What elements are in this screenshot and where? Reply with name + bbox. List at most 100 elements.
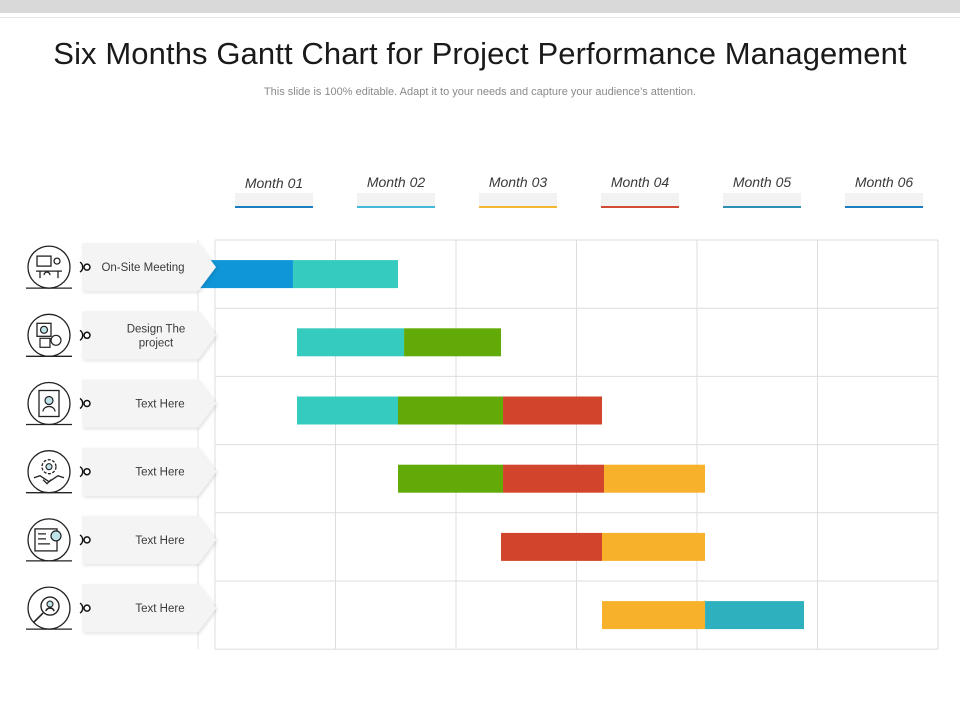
connector-arc [79, 466, 84, 478]
icon-part [36, 322, 52, 337]
gantt-bar-task1-seg1 [200, 260, 293, 289]
gantt-bar-task3-seg2 [398, 396, 504, 425]
connector-dot [83, 263, 91, 271]
task-row-6: Text Here [26, 584, 216, 633]
task-row-1: On-Site Meeting [26, 243, 216, 292]
gantt-bar-task4-seg2 [503, 464, 605, 493]
task-label-text: Text Here [135, 467, 184, 479]
connector-arc [79, 397, 84, 410]
month-underline-box [235, 193, 313, 207]
month-label-2: Month 02 [367, 174, 426, 190]
icon-circle [27, 450, 71, 494]
task-row-3: Text Here [26, 379, 216, 428]
icon-part [39, 337, 51, 348]
gantt-bar-task2-seg1 [297, 328, 405, 357]
icon-part [44, 395, 54, 406]
top-bar [0, 0, 960, 13]
month-underline-box [723, 193, 801, 207]
month-underline-4 [601, 206, 679, 208]
task-row-5: Text Here [26, 515, 216, 564]
task-label-text: Text Here [135, 535, 184, 547]
gantt-bar-task5-seg2 [602, 532, 706, 561]
task-label-line: project [139, 337, 174, 349]
month-label-5: Month 05 [733, 174, 792, 190]
gantt-bar-task2-seg2 [404, 328, 502, 357]
top-divider [0, 17, 960, 18]
presentation-meeting-icon [26, 245, 72, 289]
handshake-gear-icon [26, 450, 72, 494]
month-underline-1 [235, 206, 313, 208]
task-row-4: Text Here [26, 447, 216, 496]
month-underline-3 [479, 206, 557, 208]
month-label-4: Month 04 [611, 174, 670, 190]
grid [197, 239, 939, 650]
icon-part [46, 600, 54, 608]
id-card-icon [26, 381, 72, 426]
icon-part [33, 607, 55, 623]
month-label-1: Month 01 [245, 175, 303, 191]
page-subtitle: This slide is 100% editable. Adapt it to… [263, 86, 697, 98]
gantt-bar-task6-seg1 [602, 601, 706, 630]
connector-arc [79, 602, 84, 614]
icon-part [38, 389, 60, 418]
icon-part [39, 325, 49, 334]
connector-dot [83, 536, 91, 544]
task-label-text: On-Site Meeting [101, 262, 184, 274]
connector-arc [79, 534, 84, 546]
bars [200, 260, 805, 630]
connector-dot [83, 331, 91, 340]
gantt-bar-task3-seg1 [297, 396, 398, 425]
icon-part [36, 255, 52, 267]
connector-arc [79, 329, 84, 341]
task-label-line: Design The [127, 323, 186, 335]
connector-dot [83, 399, 91, 408]
task-label-text: Design The project [127, 323, 186, 349]
gantt-bar-task6-seg2 [705, 601, 805, 630]
task-label-box [82, 311, 216, 360]
month-underline-box [479, 193, 557, 207]
icon-circle [27, 313, 71, 357]
task-label-text: Text Here [135, 399, 184, 411]
icon-part [38, 533, 50, 545]
task-label-box [82, 379, 216, 428]
month-underline-box [601, 193, 679, 207]
connector-dot [83, 467, 91, 476]
task-label-box [82, 243, 216, 292]
icon-part [50, 530, 62, 542]
icon-part [42, 405, 56, 412]
month-underline-box [845, 193, 923, 207]
task-label-box [82, 584, 216, 633]
gantt-bar-task5-seg1 [501, 532, 603, 561]
icon-part [53, 257, 61, 265]
dashboard-report-icon [26, 518, 72, 562]
icon-part [40, 596, 60, 616]
design-target-chart-icon [26, 313, 72, 357]
month-underline-box [357, 193, 435, 207]
page-title: Six Months Gantt Chart for Project Perfo… [53, 36, 907, 71]
task-label-box [82, 515, 216, 564]
icon-part [36, 270, 62, 279]
month-label-6: Month 06 [855, 174, 914, 190]
task-rows: On-Site Meeting Design The project Text Her… [26, 243, 216, 633]
gantt-bar-task4-seg1 [398, 464, 504, 493]
icon-circle [27, 518, 71, 562]
gantt-bar-task3-seg3 [503, 396, 603, 425]
task-row-2: Design The project [26, 311, 216, 360]
icon-part [33, 474, 65, 485]
month-underline-2 [357, 206, 435, 208]
icon-circle [27, 245, 71, 289]
month-underline-6 [845, 206, 923, 208]
connector-arc [79, 261, 84, 273]
month-label-3: Month 03 [489, 174, 548, 190]
task-label-text: Text Here [135, 603, 184, 615]
icon-part [45, 463, 53, 471]
gantt-bar-task1-seg2 [292, 260, 398, 289]
icon-part [50, 334, 62, 346]
user-search-icon [26, 586, 72, 630]
icon-part [41, 459, 57, 475]
gantt-bar-task4-seg3 [604, 464, 706, 493]
task-label-box [82, 447, 216, 496]
connector-dot [83, 604, 91, 612]
month-underline-5 [723, 206, 801, 208]
